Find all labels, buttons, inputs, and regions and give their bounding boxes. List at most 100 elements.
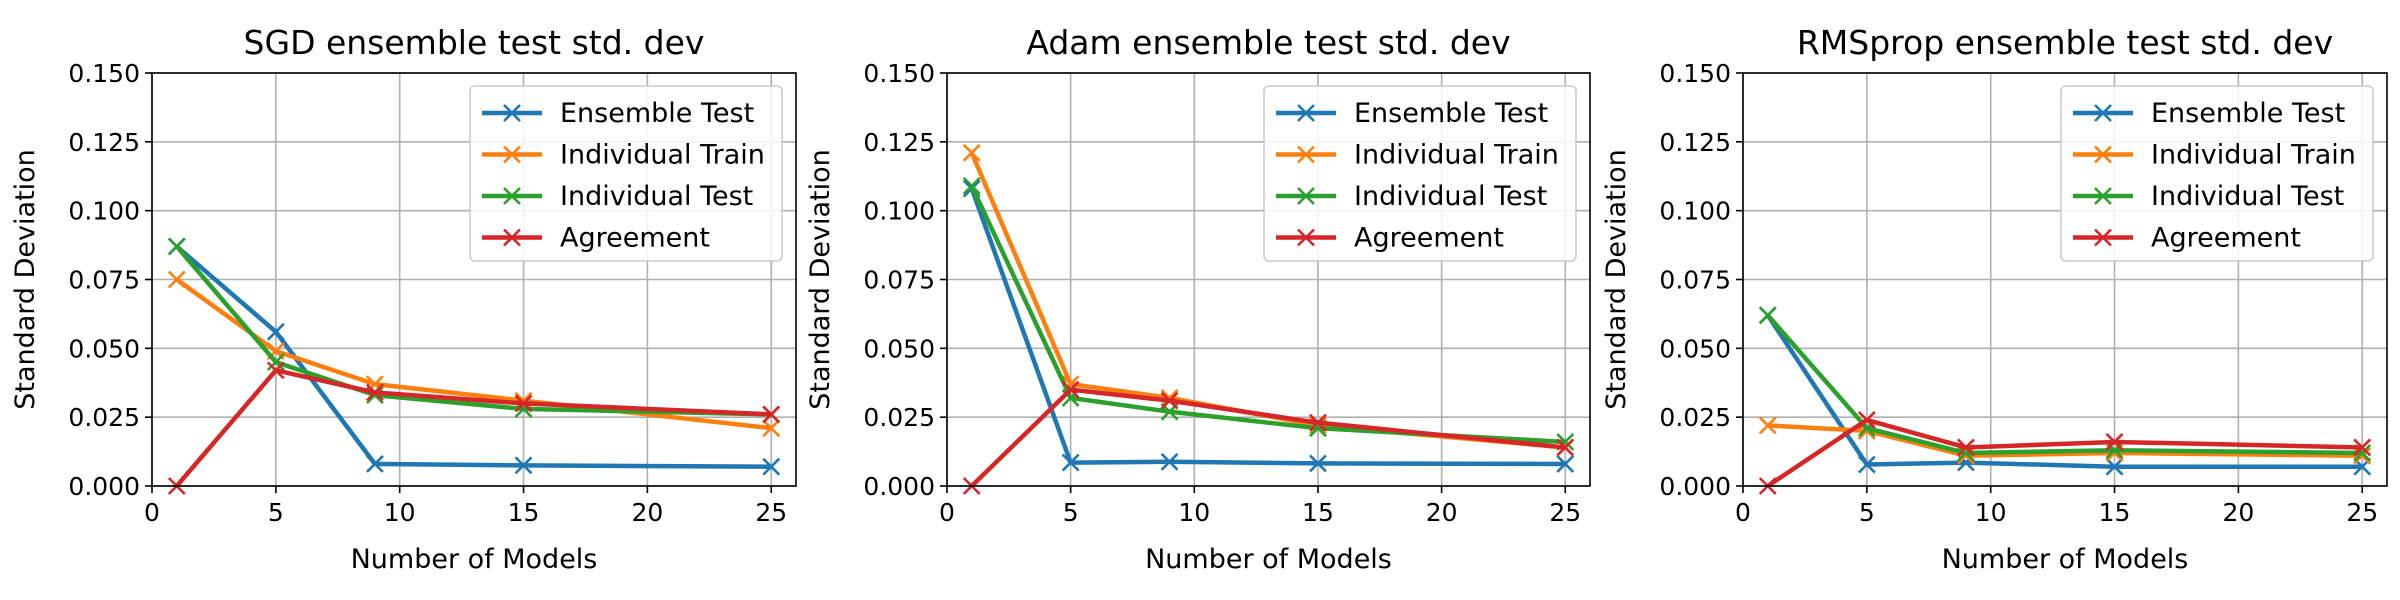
legend-marker-individual-train	[1297, 145, 1315, 164]
x-tick-label: 10	[384, 498, 416, 527]
data-point-ensemble-test	[266, 322, 285, 341]
data-point-agreement	[2353, 438, 2372, 457]
y-tick-label: 0.075	[863, 266, 935, 295]
y-tick-label: 0.025	[863, 403, 935, 432]
x-tick-label: 10	[1178, 498, 1210, 527]
data-point-agreement	[1857, 411, 1876, 429]
legend-label-ensemble-test: Ensemble Test	[2151, 98, 2345, 129]
data-point-agreement	[514, 394, 533, 413]
data-point-agreement	[1160, 391, 1179, 410]
legend-marker-agreement	[503, 228, 521, 247]
y-tick-label: 0.050	[1659, 334, 1731, 363]
chart-panel-2: 0 5 10 15 20 25 0.000 0.025 0.050 0.075 0.100 0.125…	[805, 23, 1591, 575]
x-axis-label: Number of Models	[1145, 544, 1392, 575]
legend-marker-ensemble-test	[1297, 104, 1315, 122]
y-tick-label: 0.150	[863, 59, 935, 88]
y-tick-label: 0.050	[863, 334, 935, 363]
y-axis-label: Standard Deviation	[805, 149, 836, 410]
x-tick-label: 0	[1735, 498, 1751, 527]
legend-marker-individual-train	[2094, 145, 2112, 164]
data-point-individual-test	[2105, 441, 2124, 460]
data-point-individual-test	[1758, 306, 1777, 325]
x-tick-label: 25	[2346, 498, 2378, 527]
data-point-ensemble-test	[1556, 455, 1575, 473]
x-axis-label: Number of Models	[1942, 544, 2189, 575]
y-tick-label: 0.150	[68, 59, 140, 88]
chart-title: Adam ensemble test std. dev	[1026, 23, 1510, 62]
x-tick-label: 5	[268, 498, 284, 527]
x-tick-label: 15	[2099, 498, 2131, 527]
data-point-ensemble-test	[1309, 454, 1327, 473]
x-tick-label: 10	[1975, 498, 2007, 527]
legend: Ensemble Test Individual Train Individual …	[2060, 85, 2374, 262]
legend-marker-individual-test	[503, 187, 521, 205]
x-tick-label: 0	[939, 498, 955, 527]
x-tick-label: 15	[508, 498, 540, 527]
data-point-individual-train	[514, 391, 533, 410]
data-point-individual-test	[167, 237, 186, 256]
data-point-individual-train	[2353, 446, 2372, 465]
x-tick-label: 5	[1063, 498, 1079, 527]
data-point-ensemble-test	[1061, 453, 1080, 472]
y-tick-label: 0.000	[1659, 472, 1731, 501]
x-axis-label: Number of Models	[351, 544, 598, 575]
y-tick-label: 0.100	[863, 197, 935, 226]
y-axis-label: Standard Deviation	[1601, 149, 1632, 410]
data-point-individual-train	[167, 270, 186, 289]
data-point-agreement	[366, 383, 384, 402]
legend-marker-individual-test	[2094, 187, 2112, 205]
series-line-individual-test	[175, 244, 772, 417]
data-point-individual-train	[762, 419, 781, 438]
y-tick-label: 0.125	[1659, 128, 1731, 157]
x-tick-label: 5	[1859, 498, 1875, 527]
legend-label-agreement: Agreement	[560, 223, 710, 254]
legend-label-individual-test: Individual Test	[560, 181, 753, 212]
y-tick-label: 0.000	[68, 472, 140, 501]
legend-marker-agreement	[1297, 228, 1315, 247]
data-point-individual-train	[962, 143, 981, 162]
legend-marker-individual-test	[1297, 187, 1315, 205]
x-tick-label: 20	[1426, 498, 1458, 527]
y-tick-label: 0.150	[1659, 59, 1731, 88]
y-tick-label: 0.075	[1659, 266, 1731, 295]
y-tick-label: 0.125	[68, 128, 140, 157]
legend: Ensemble Test Individual Train Individual …	[1263, 85, 1577, 262]
data-point-ensemble-test	[1160, 452, 1179, 471]
legend-label-individual-test: Individual Test	[2151, 181, 2344, 212]
y-tick-label: 0.125	[863, 128, 935, 157]
legend-marker-ensemble-test	[2094, 104, 2112, 122]
y-tick-label: 0.025	[68, 403, 140, 432]
chart-panel-3: 0 5 10 15 20 25 0.000 0.025 0.050 0.075 0.100 0.125…	[1601, 23, 2388, 575]
data-point-agreement	[1556, 438, 1575, 457]
data-point-individual-train	[1758, 416, 1777, 435]
legend-label-individual-train: Individual Train	[1354, 140, 1559, 171]
y-tick-label: 0.075	[68, 266, 140, 295]
y-tick-label: 0.100	[68, 197, 140, 226]
x-tick-label: 20	[631, 498, 663, 527]
y-tick-label: 0.025	[1659, 403, 1731, 432]
y-tick-label: 0.100	[1659, 197, 1731, 226]
data-point-individual-test	[962, 176, 981, 195]
x-tick-label: 25	[1549, 498, 1581, 527]
x-tick-label: 15	[1302, 498, 1334, 527]
data-point-agreement	[2105, 433, 2124, 451]
x-tick-label: 20	[2222, 498, 2254, 527]
data-point-ensemble-test	[514, 456, 533, 475]
data-point-ensemble-test	[366, 455, 384, 473]
chart-panel-1: 0 5 10 15 20 25 0.000 0.025 0.050 0.075 0.100 0.125…	[10, 23, 797, 575]
y-tick-label: 0.000	[863, 472, 935, 501]
legend-label-individual-test: Individual Test	[1354, 181, 1547, 212]
legend-box	[1263, 85, 1577, 262]
legend-label-individual-train: Individual Train	[560, 140, 765, 171]
data-point-individual-test	[266, 353, 285, 372]
data-point-ensemble-test	[2105, 457, 2124, 476]
legend-label-ensemble-test: Ensemble Test	[1354, 98, 1548, 129]
legend: Ensemble Test Individual Train Individual …	[469, 85, 783, 262]
legend-label-individual-train: Individual Train	[2151, 140, 2356, 171]
data-point-agreement	[762, 405, 781, 424]
y-axis-label: Standard Deviation	[10, 149, 41, 410]
legend-box	[469, 85, 783, 262]
legend-marker-agreement	[2094, 228, 2112, 247]
chart-title: SGD ensemble test std. dev	[244, 23, 705, 62]
legend-label-agreement: Agreement	[2151, 223, 2301, 254]
